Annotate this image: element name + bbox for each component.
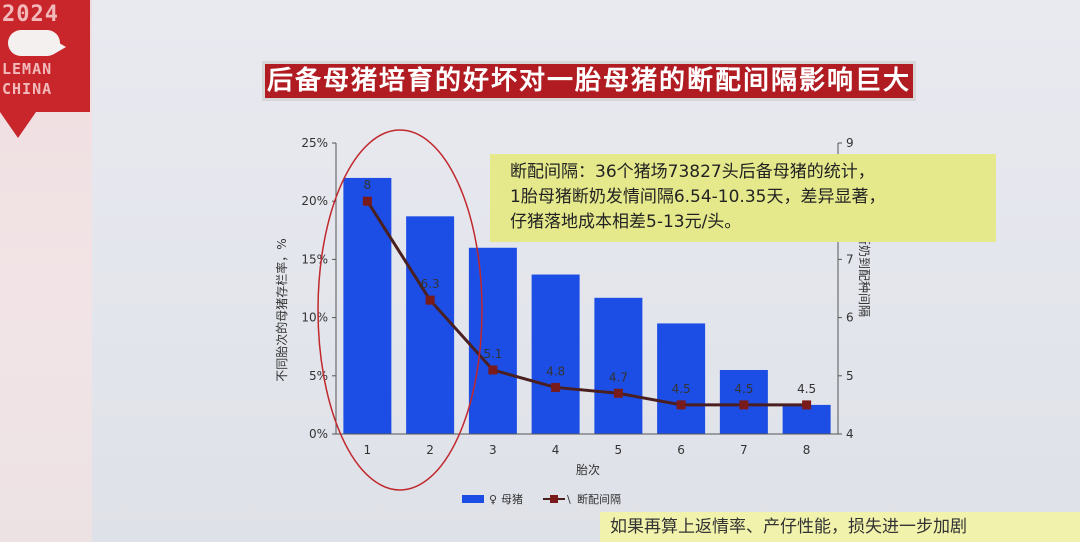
- callout-line-1: 断配间隔：36个猪场73827头后备母猪的统计，: [510, 162, 875, 182]
- bar-1: [343, 177, 392, 435]
- right-tick-label: 7: [846, 252, 854, 266]
- x-tick-label: 7: [740, 443, 748, 457]
- bar-6: [657, 323, 706, 434]
- x-tick-label: 2: [426, 443, 434, 457]
- legend-line-marker: [550, 495, 558, 503]
- line-data-labels: 8 6.3 5.1 4.8 4.7 4.5 4.5 4.5: [364, 178, 817, 396]
- bar-5: [594, 297, 643, 434]
- left-tick-label: 20%: [301, 194, 328, 208]
- legend-bar-symbol: ♀: [489, 493, 497, 506]
- line-data-label: 4.5: [734, 382, 753, 396]
- legend-line-symbol: \: [567, 493, 571, 506]
- pig-icon: [8, 30, 60, 56]
- right-tick-label: 9: [846, 136, 854, 150]
- footer-note: 如果再算上返情率、产仔性能，损失进一步加剧: [600, 512, 1080, 542]
- legend-bar-swatch: [462, 495, 484, 503]
- bar-4: [531, 274, 580, 434]
- line-data-label: 4.7: [609, 370, 628, 384]
- right-tick-label: 5: [846, 369, 854, 383]
- line-data-label: 8: [364, 178, 372, 192]
- line-point-8: [802, 400, 812, 410]
- logo-year: 2024: [2, 2, 59, 27]
- highlight-ellipse: [317, 129, 483, 491]
- x-axis-ticks: 1 2 3 4 5 6 7 8: [364, 443, 811, 457]
- line-point-2: [425, 295, 435, 305]
- event-logo: 2024 LEMAN CHINA: [0, 0, 90, 112]
- logo-line1: LEMAN: [2, 60, 53, 78]
- logo-line2: CHINA: [2, 80, 53, 98]
- line-point-6: [676, 400, 686, 410]
- callout-line-3: 仔猪落地成本相差5-13元/头。: [510, 212, 742, 232]
- left-tick-label: 10%: [301, 311, 328, 325]
- logo-ribbon-tail: [0, 112, 36, 138]
- line-point-7: [739, 400, 749, 410]
- legend-bar-label: 母猪: [501, 493, 523, 506]
- y-axis-right-title: 断奶到配种间隔: [857, 233, 872, 317]
- x-tick-label: 4: [552, 443, 560, 457]
- line-data-label: 4.5: [797, 382, 816, 396]
- x-axis-title: 胎次: [576, 463, 600, 477]
- x-tick-label: 3: [489, 443, 497, 457]
- x-tick-label: 6: [677, 443, 685, 457]
- y-axis-title: 不同胎次的母猪存栏率，%: [274, 238, 289, 381]
- line-point-4: [551, 382, 561, 392]
- bar-8: [782, 404, 831, 434]
- line-point-3: [488, 365, 498, 375]
- legend-line-label: 断配间隔: [577, 492, 621, 506]
- line-point-1: [362, 196, 372, 206]
- bar-2: [406, 216, 455, 434]
- line-data-label: 4.5: [672, 382, 691, 396]
- x-tick-label: 5: [615, 443, 623, 457]
- line-data-label: 6.3: [421, 277, 440, 291]
- slide-title: 后备母猪培育的好坏对一胎母猪的断配间隔影响巨大: [262, 61, 916, 101]
- left-tick-label: 25%: [301, 136, 328, 150]
- line-data-label: 4.8: [546, 364, 565, 378]
- right-tick-label: 6: [846, 311, 854, 325]
- line-series: [362, 196, 812, 410]
- right-tick-label: 4: [846, 427, 854, 441]
- interval-line: [366, 200, 807, 407]
- bar-3: [468, 247, 517, 434]
- chart-legend: ♀ 母猪 \ 断配间隔: [462, 492, 621, 506]
- line-data-label: 5.1: [483, 347, 502, 361]
- callout-box: 断配间隔：36个猪场73827头后备母猪的统计， 1胎母猪断奶发情间隔6.54-…: [490, 154, 996, 242]
- callout-line-2: 1胎母猪断奶发情间隔6.54-10.35天，差异显著，: [510, 187, 886, 207]
- pig-ear-icon: [54, 40, 66, 54]
- left-tick-label: 0%: [309, 427, 328, 441]
- line-point-5: [613, 388, 623, 398]
- left-tick-label: 15%: [301, 252, 328, 266]
- x-tick-label: 8: [803, 443, 811, 457]
- x-tick-label: 1: [364, 443, 372, 457]
